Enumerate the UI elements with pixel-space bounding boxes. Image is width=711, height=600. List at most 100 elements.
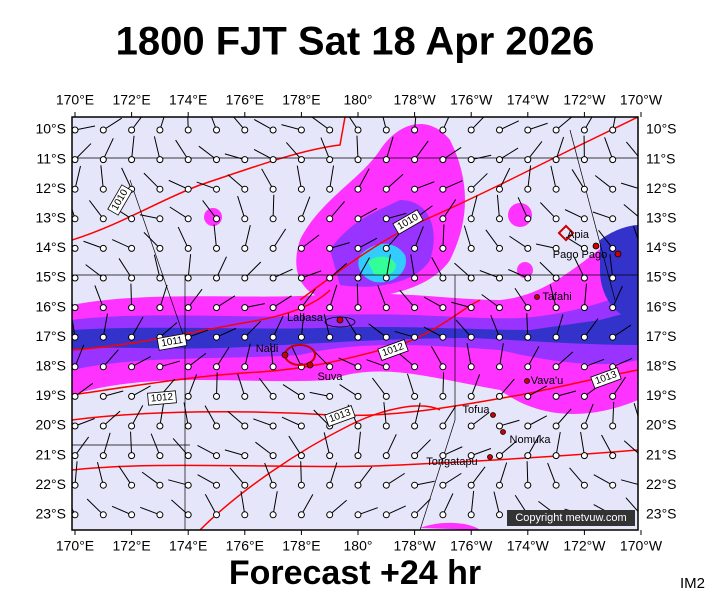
wind-station <box>467 511 475 519</box>
wind-barb <box>329 284 338 308</box>
wind-station <box>411 392 419 400</box>
wind-station <box>382 333 390 341</box>
isobar-label-text: 1012 <box>150 392 174 405</box>
islands <box>281 224 622 460</box>
wind-station <box>156 185 164 193</box>
wind-barb <box>272 228 287 249</box>
latitude-label: 23°S <box>646 506 677 522</box>
wind-barb <box>253 148 274 161</box>
wind-barb <box>89 200 104 220</box>
wind-barb <box>255 441 274 456</box>
wind-barbs <box>72 117 638 519</box>
wind-station <box>241 185 249 193</box>
wind-barb <box>385 434 397 456</box>
wind-barb <box>385 136 394 160</box>
wind-station <box>72 481 79 489</box>
wind-station <box>354 244 362 252</box>
wind-station <box>439 126 447 134</box>
wind-barb <box>470 173 488 190</box>
wind-station <box>184 274 192 282</box>
wind-station <box>439 481 447 489</box>
wind-station <box>580 481 588 489</box>
wind-barb <box>356 283 359 308</box>
wind-station <box>269 274 277 282</box>
wind-station <box>411 481 419 489</box>
wind-station <box>297 304 305 312</box>
wind-station <box>524 481 532 489</box>
wind-station <box>524 392 532 400</box>
copyright: Copyright metvuw.com <box>515 512 626 524</box>
wind-station <box>326 215 334 223</box>
wind-barb <box>526 461 529 486</box>
wind-barb <box>150 433 161 456</box>
wind-station <box>72 363 79 371</box>
wind-barb <box>382 117 387 131</box>
wind-barb <box>442 372 445 397</box>
wind-barb <box>311 117 330 131</box>
wind-station <box>128 422 136 430</box>
wind-barb <box>386 472 405 486</box>
wind-station <box>580 392 588 400</box>
wind-barb <box>612 285 623 308</box>
wind-station <box>496 422 503 430</box>
wind-station <box>467 185 475 193</box>
wind-barb <box>601 434 614 456</box>
wind-barb <box>121 167 133 190</box>
wind-station <box>297 215 305 223</box>
wind-barb <box>329 165 335 190</box>
wind-barb <box>229 467 246 486</box>
longitude-label: 176°E <box>226 538 264 554</box>
wind-barb <box>612 402 615 427</box>
wind-station <box>637 128 638 132</box>
wind-station <box>213 392 220 400</box>
wind-barb <box>301 270 322 279</box>
wind-barb <box>499 462 508 486</box>
wind-barb <box>131 316 144 338</box>
latitude-label: 20°S <box>646 417 677 433</box>
wind-barb <box>204 405 217 427</box>
wind-barb <box>455 319 472 338</box>
wind-barb <box>385 254 391 279</box>
wind-barb <box>490 315 500 338</box>
wind-barb <box>237 195 246 219</box>
wind-station <box>580 215 588 223</box>
wind-station <box>524 452 532 460</box>
latitude-label: 11°S <box>646 150 675 166</box>
wind-barb <box>300 494 314 516</box>
wind-station <box>269 452 277 460</box>
wind-barb <box>258 377 274 397</box>
longitude-label: 170°W <box>620 538 663 554</box>
wind-station <box>467 156 475 164</box>
wind-station <box>269 481 277 489</box>
wind-barb <box>85 264 104 279</box>
id-label: IM2 <box>680 575 705 592</box>
wind-station <box>467 363 475 371</box>
wind-barb <box>74 418 95 427</box>
wind-station <box>354 422 362 430</box>
wind-station <box>411 422 419 430</box>
wind-barb <box>423 296 444 309</box>
wind-station <box>184 185 192 193</box>
wind-station <box>382 422 390 430</box>
wind-barb <box>111 239 132 249</box>
wind-station <box>552 304 560 312</box>
wind-barb <box>197 444 217 457</box>
place-name: Suva <box>317 371 343 383</box>
longitude-label: 178°W <box>394 538 437 554</box>
wind-barb <box>357 207 378 220</box>
longitude-label: 172°W <box>563 92 606 108</box>
wind-station <box>241 452 249 460</box>
wind-barb <box>383 402 387 427</box>
wind-station <box>496 392 503 400</box>
place-name: Tongatapu <box>426 456 477 468</box>
wind-station <box>496 185 503 193</box>
longitude-label: 176°E <box>226 92 264 108</box>
wind-station <box>241 392 249 400</box>
wind-station <box>184 363 192 371</box>
wind-station <box>496 244 503 252</box>
wind-barb <box>300 461 302 486</box>
wind-barb <box>329 201 345 220</box>
wind-station <box>354 511 362 519</box>
wind-barb <box>442 446 463 457</box>
wind-station <box>382 304 390 312</box>
